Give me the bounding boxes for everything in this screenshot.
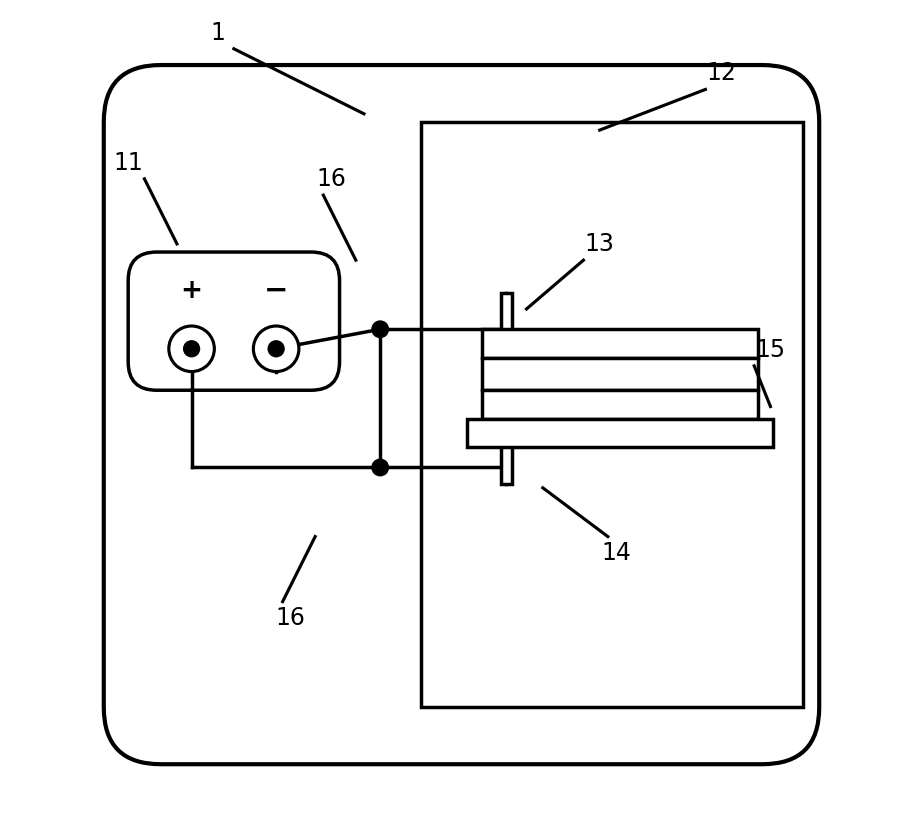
Text: 16: 16 [276, 606, 306, 630]
Bar [482, 390, 759, 419]
Text: 15: 15 [755, 337, 785, 362]
Circle shape [268, 340, 285, 358]
Bar [482, 358, 759, 390]
Circle shape [183, 340, 200, 358]
Bar [500, 445, 512, 484]
Bar [500, 293, 512, 332]
Circle shape [371, 320, 390, 338]
Text: 14: 14 [601, 541, 631, 565]
Bar [421, 122, 803, 707]
Circle shape [169, 326, 214, 372]
FancyBboxPatch shape [128, 252, 340, 390]
Text: −: − [264, 276, 288, 305]
Text: 1: 1 [210, 20, 225, 45]
Circle shape [254, 326, 299, 372]
Text: +: + [181, 278, 202, 304]
Bar [482, 329, 759, 358]
FancyBboxPatch shape [103, 65, 820, 764]
Text: 12: 12 [707, 61, 737, 85]
Bar [467, 419, 773, 447]
Circle shape [371, 459, 390, 476]
Text: 16: 16 [317, 167, 346, 191]
Text: 11: 11 [114, 150, 143, 175]
Text: 13: 13 [585, 232, 615, 256]
